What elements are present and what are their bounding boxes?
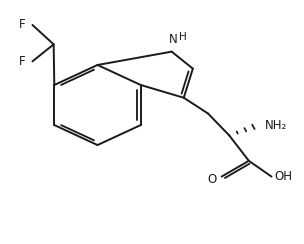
Text: F: F	[19, 19, 26, 31]
Text: O: O	[207, 173, 216, 186]
Text: H: H	[179, 32, 187, 42]
Text: N: N	[169, 33, 178, 46]
Text: NH₂: NH₂	[265, 119, 287, 132]
Text: OH: OH	[274, 170, 292, 183]
Text: F: F	[19, 55, 26, 68]
